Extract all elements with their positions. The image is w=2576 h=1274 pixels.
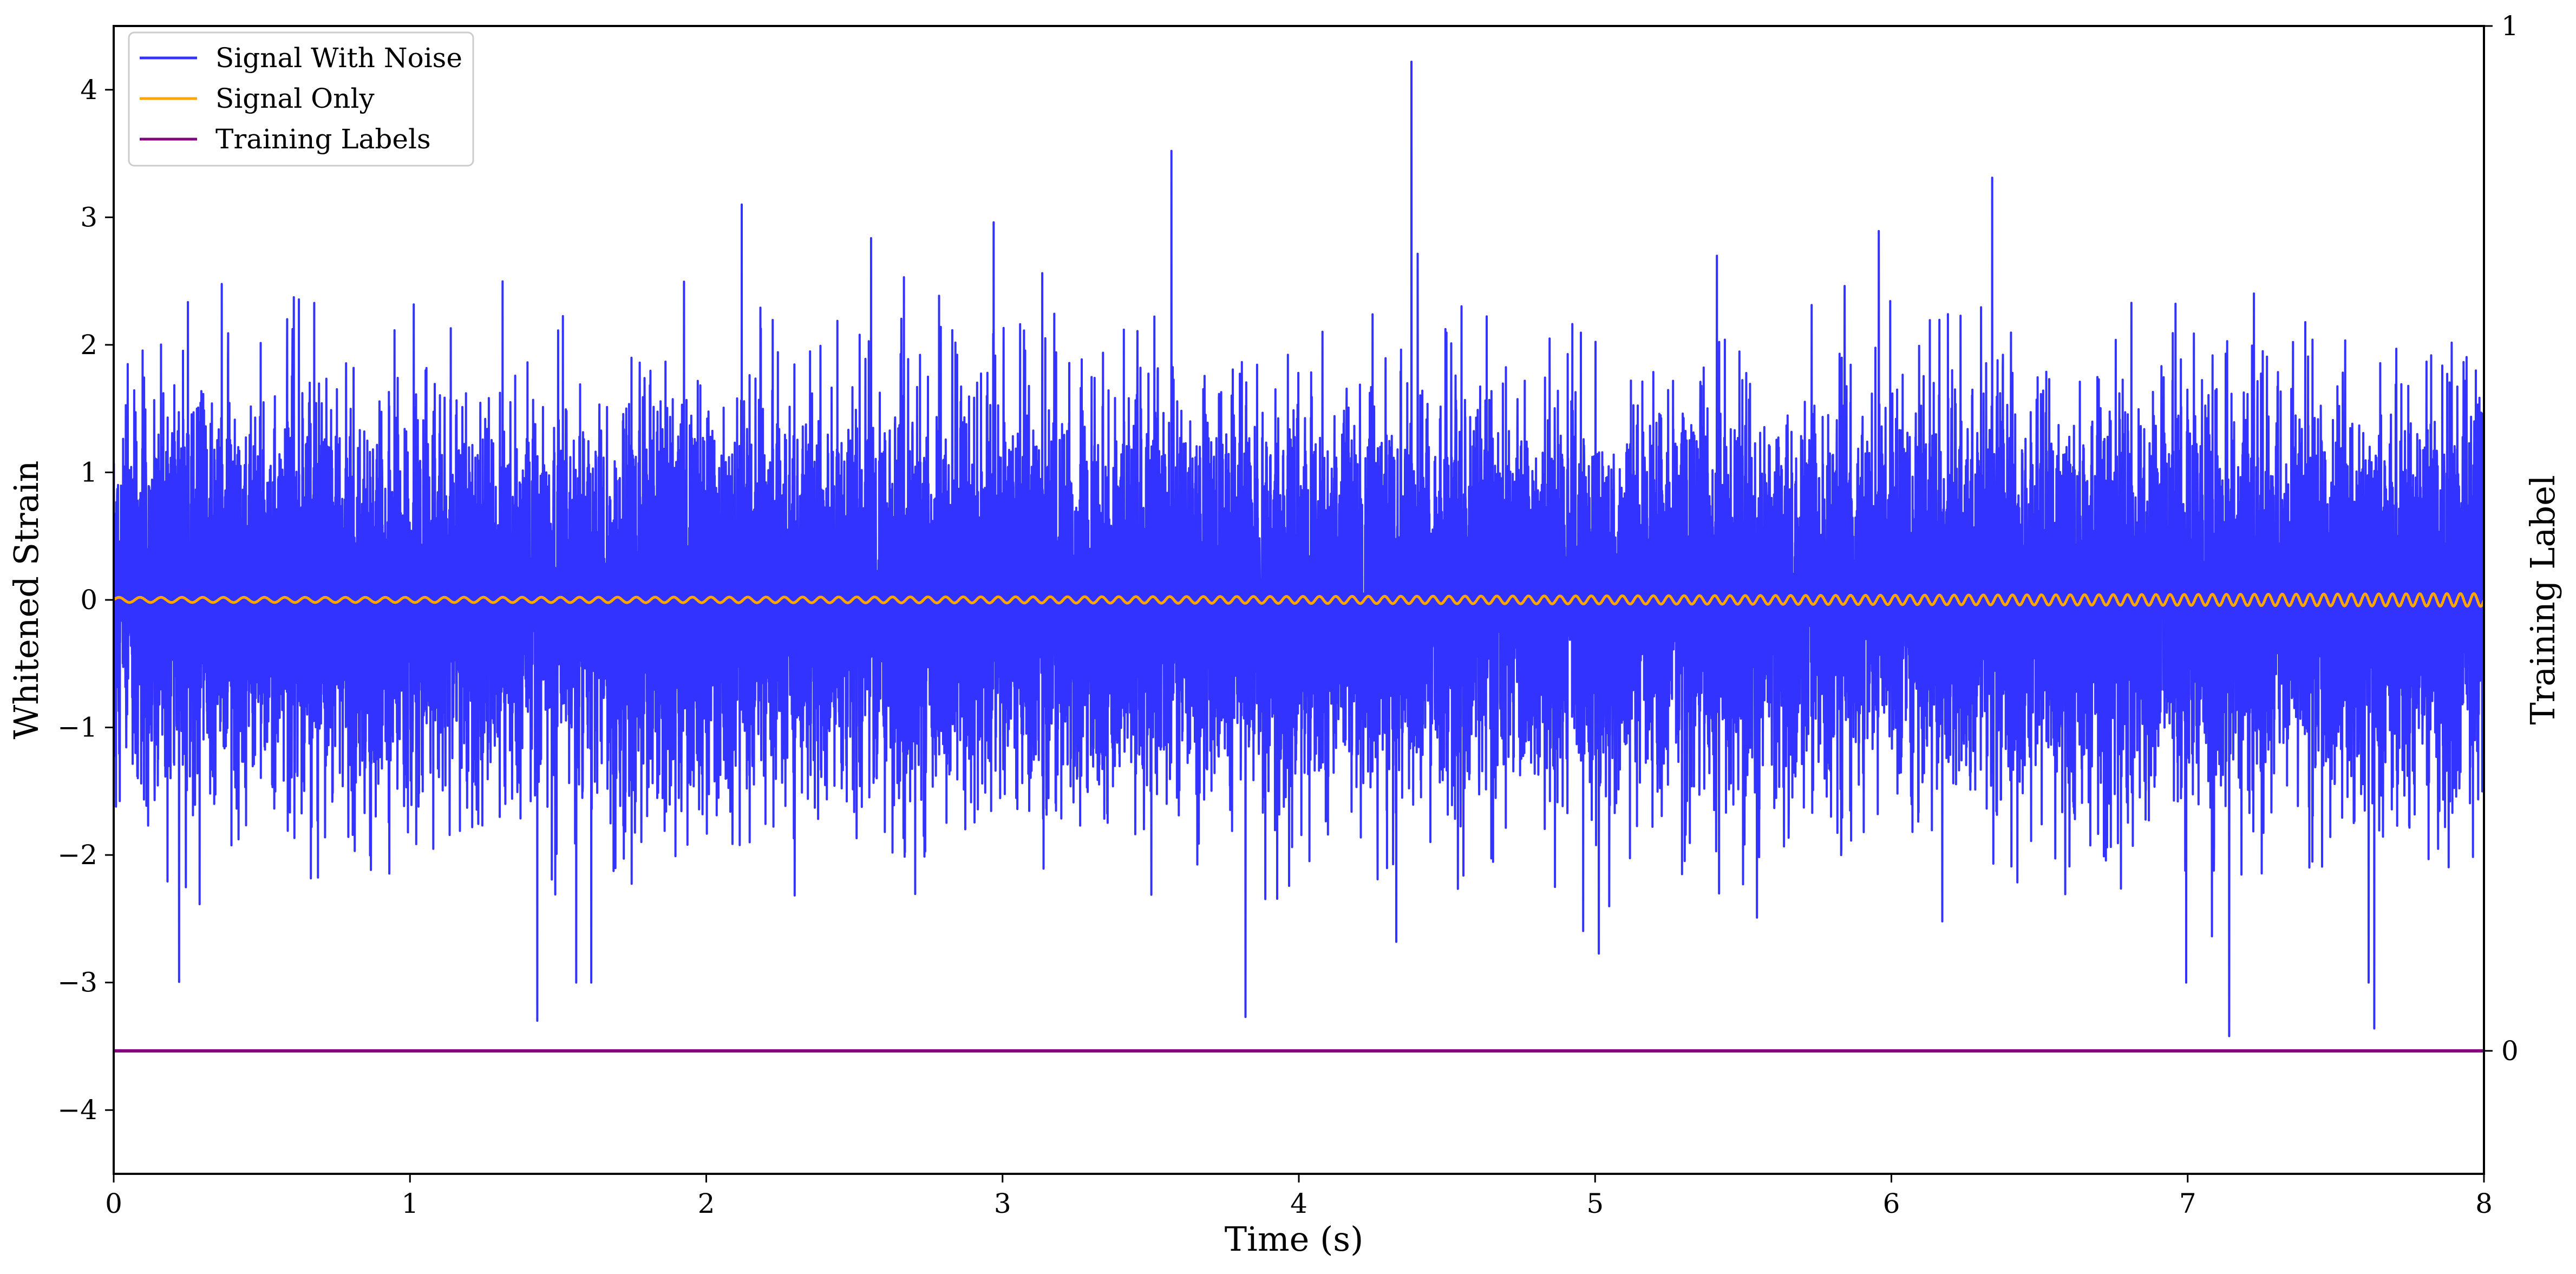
y-tick-label: −1 [57, 712, 97, 743]
x-tick-label: 4 [1290, 1188, 1307, 1219]
series-line-signal-only [113, 592, 2486, 608]
legend-label-signal-with-noise: Signal With Noise [215, 42, 462, 74]
y2-tick-label: 1 [2501, 10, 2519, 42]
y-tick-label: 2 [80, 329, 97, 361]
legend-box [128, 31, 474, 167]
y-tick-label: 4 [80, 74, 97, 106]
legend-label-signal-only: Signal Only [215, 83, 375, 114]
axis-ticks: 0 1 2 3 4 5 6 7 8 4 3 2 1 0 −1 −2 −3 −4 1 0 [57, 10, 2519, 1219]
series-layer [113, 61, 2486, 1053]
y-tick-label: 3 [80, 201, 97, 233]
x-tick-label: 0 [105, 1188, 122, 1219]
x-tick-label: 2 [698, 1188, 715, 1219]
y-tick-label: 0 [80, 584, 97, 616]
legend-label-training-labels: Training Labels [215, 123, 431, 155]
y-tick-label: −2 [57, 839, 97, 871]
series-line-signal-with-noise [113, 61, 2485, 1037]
y-tick-label: 1 [80, 456, 97, 488]
x-tick-label: 1 [401, 1188, 419, 1219]
x-tick-label: 6 [1883, 1188, 1900, 1219]
x-axis-title: Time (s) [1225, 1219, 1364, 1259]
x-tick-label: 5 [1586, 1188, 1604, 1219]
y2-axis-title: Training Label [2523, 475, 2562, 724]
x-tick-label: 3 [994, 1188, 1011, 1219]
x-tick-label: 8 [2475, 1188, 2493, 1219]
y2-tick-label: 0 [2501, 1035, 2519, 1067]
y-axis-title: Whitened Strain [6, 461, 46, 740]
y-tick-label: −3 [57, 967, 97, 998]
x-tick-label: 7 [2179, 1188, 2196, 1219]
legend: Signal With Noise Signal Only Training L… [128, 31, 474, 167]
y-tick-label: −4 [57, 1094, 97, 1126]
